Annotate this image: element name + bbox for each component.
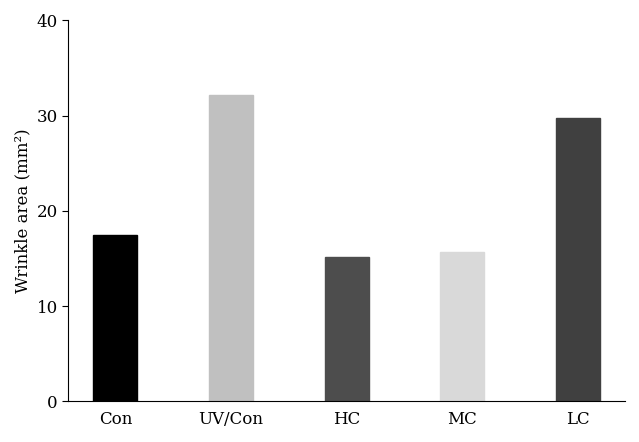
Bar [556, 118, 600, 401]
Y-axis label: Wrinkle area (mm²): Wrinkle area (mm²) [14, 129, 31, 293]
Bar [440, 252, 484, 401]
Bar [93, 235, 137, 401]
Bar [209, 95, 253, 401]
Bar [325, 257, 369, 401]
